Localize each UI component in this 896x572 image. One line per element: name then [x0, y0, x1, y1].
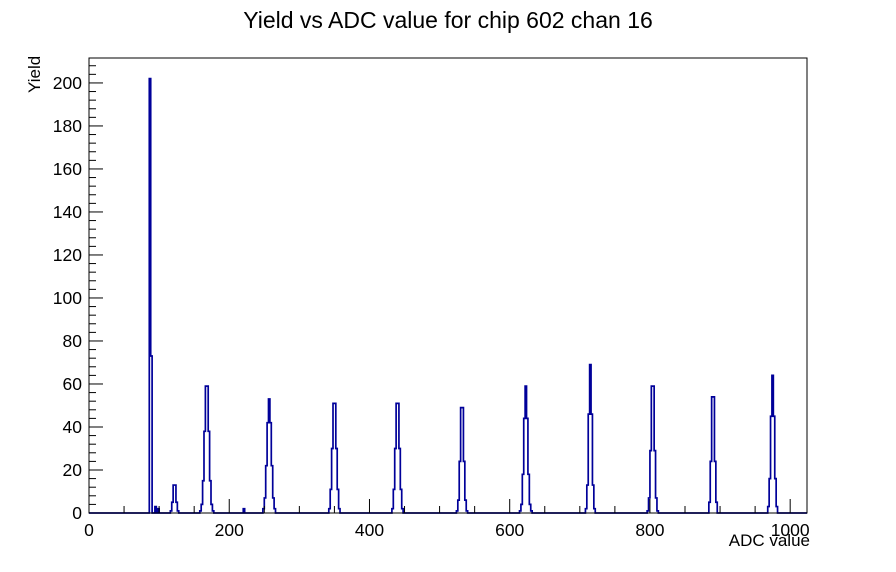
y-tick-label: 100	[53, 288, 82, 308]
x-tick-label: 200	[215, 520, 244, 540]
plot-frame	[88, 57, 808, 514]
x-tick-label: 400	[355, 520, 384, 540]
y-tick-label: 40	[63, 417, 83, 437]
y-tick-label: 120	[53, 245, 82, 265]
y-tick-label: 140	[53, 202, 82, 222]
y-tick-label: 180	[53, 116, 82, 136]
y-tick-label: 60	[63, 374, 83, 394]
x-tick-label: 800	[635, 520, 664, 540]
y-tick-label: 20	[63, 460, 83, 480]
chart-title: Yield vs ADC value for chip 602 chan 16	[243, 7, 653, 33]
y-tick-label: 160	[53, 159, 82, 179]
x-tick-label: 1000	[771, 520, 810, 540]
y-tick-label: 0	[72, 503, 82, 523]
x-axis-title: ADC value	[728, 531, 810, 550]
y-tick-label: 80	[63, 331, 83, 351]
x-tick-label: 0	[84, 520, 94, 540]
y-tick-label: 200	[53, 73, 82, 93]
x-tick-label: 600	[495, 520, 524, 540]
histogram-line	[89, 77, 807, 514]
